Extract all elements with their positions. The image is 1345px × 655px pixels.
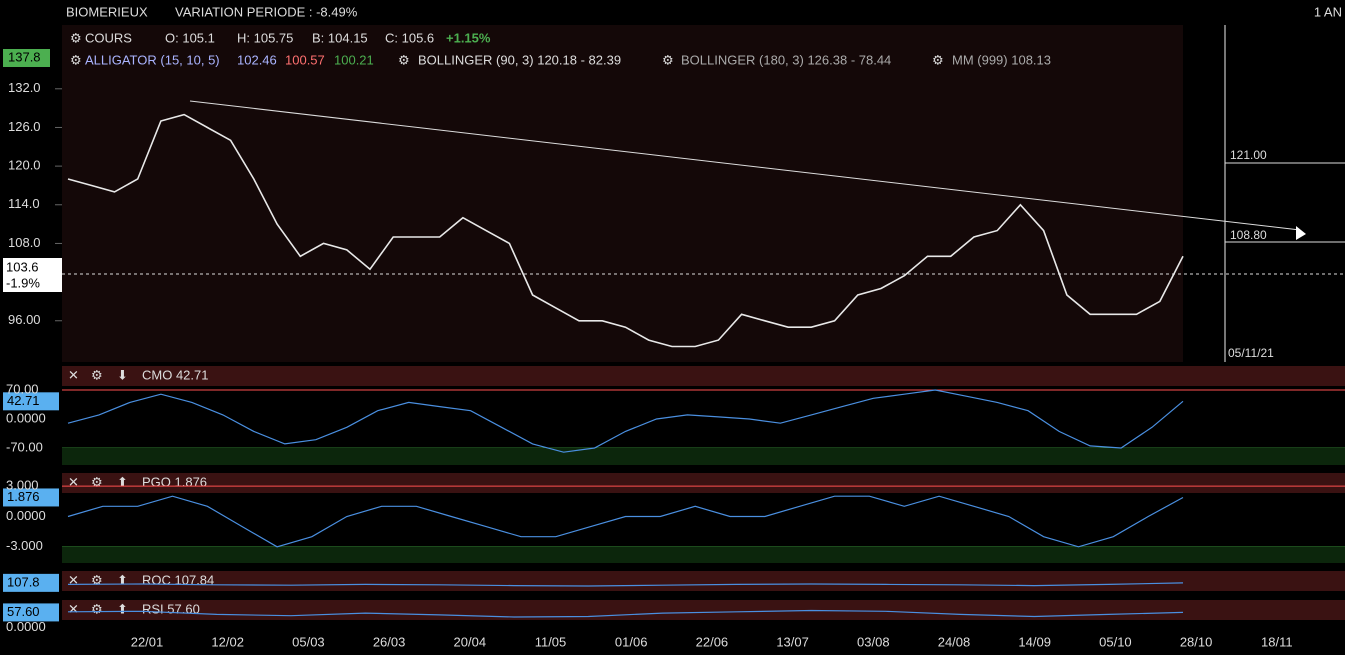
x-tick-label: 05/03 [292,634,325,649]
close-icon[interactable]: ✕ [68,367,79,382]
y-tick-label: 0.0000 [6,508,46,523]
trend-arrow [1296,226,1306,240]
gear[interactable]: ⚙ [398,52,410,67]
right-label: 108.80 [1230,228,1267,242]
settings-icon[interactable]: ⚙ [91,572,103,587]
low: B: 104.15 [312,30,368,45]
variation: VARIATION PERIODE : -8.49% [175,4,358,19]
y-tick-label: 70.00 [6,381,39,396]
trend-line [189,100,1301,231]
y-tick-label: -3.000 [6,538,43,553]
price-plot-bg [62,25,1183,362]
panel-header [62,473,1345,493]
x-tick-label: 14/09 [1018,634,1051,649]
lower-band [62,448,1345,465]
last-badge-text: 42.71 [7,393,40,408]
y-tick-label: -70.00 [6,439,43,454]
x-tick-label: 24/08 [938,634,971,649]
close-icon[interactable]: ✕ [68,474,79,489]
change: +1.15% [446,30,491,45]
right-date: 05/11/21 [1228,346,1274,360]
last-badge-text: 57.60 [7,604,40,619]
x-tick-label: 11/05 [535,634,567,649]
y-tick-label: 0.0000 [6,410,46,425]
high-badge [3,49,50,67]
y-tick-label: 96.00 [8,312,41,327]
cours: COURS [85,30,132,45]
panel-title: RSI 57.60 [142,601,200,616]
panel-header [62,571,1345,591]
panel-title: CMO 42.71 [142,367,208,382]
gear[interactable]: ⚙ [70,52,82,67]
y-tick-label: 108.0 [8,235,41,250]
gear[interactable]: ⚙ [932,52,944,67]
last-badge [3,603,59,622]
last-badge-text: 1.876 [7,489,40,504]
x-tick-label: 26/03 [373,634,406,649]
x-tick-label: 13/07 [776,634,809,649]
x-tick-label: 03/08 [857,634,890,649]
lower-band [62,546,1345,563]
alligator-red: 100.57 [285,52,325,67]
y-tick-label: 126.0 [8,119,41,134]
last-badge-text: 103.6 [6,259,39,274]
close-icon[interactable]: ✕ [68,572,79,587]
indicator-line [67,389,1184,453]
indicator-line [67,495,1184,548]
x-tick-label: 22/06 [696,634,729,649]
indicator-line [67,582,1184,587]
panel-title: PGO 1.876 [142,474,207,489]
x-tick-label: 05/10 [1099,634,1132,649]
y-tick-label: 0.0000 [6,619,46,634]
move-icon[interactable]: ⬇ [117,367,128,382]
settings-icon[interactable]: ⚙ [91,367,103,382]
gear[interactable]: ⚙ [70,30,82,45]
settings-icon[interactable]: ⚙ [91,601,103,616]
last-badge [3,573,59,592]
alligator-blue: 102.46 [237,52,277,67]
last-badge [3,258,62,292]
indicator-line [67,609,1184,618]
move-icon[interactable]: ⬆ [117,601,128,616]
move-icon[interactable]: ⬆ [117,474,128,489]
x-tick-label: 22/01 [131,634,164,649]
bollinger-1: BOLLINGER (90, 3) 120.18 - 82.39 [418,52,621,67]
y-tick-label: 132.0 [8,80,41,95]
last-badge [3,392,59,411]
last-badge-change: -1.9% [6,275,40,290]
open: O: 105.1 [165,30,215,45]
alligator-green: 100.21 [334,52,374,67]
y-tick-label: 120.0 [8,158,41,173]
mm: MM (999) 108.13 [952,52,1051,67]
right-label: 121.00 [1230,148,1267,162]
panel-header [62,600,1345,620]
gear[interactable]: ⚙ [662,52,674,67]
close-icon[interactable]: ✕ [68,601,79,616]
close: C: 105.6 [385,30,434,45]
price-line [67,113,1184,348]
x-tick-label: 01/06 [615,634,648,649]
x-tick-label: 28/10 [1180,634,1213,649]
bollinger-2: BOLLINGER (180, 3) 126.38 - 78.44 [681,52,891,67]
symbol: BIOMERIEUX [66,4,148,19]
high-badge-text: 137.8 [8,49,41,64]
x-tick-label: 18/11 [1261,634,1293,649]
period[interactable]: 1 AN [1314,4,1342,19]
move-icon[interactable]: ⬆ [117,572,128,587]
high: H: 105.75 [237,30,293,45]
last-badge-text: 107.8 [7,574,40,589]
x-tick-label: 12/02 [211,634,244,649]
alligator: ALLIGATOR (15, 10, 5) [85,52,220,67]
last-badge [3,488,59,507]
x-tick-label: 20/04 [454,634,487,649]
settings-icon[interactable]: ⚙ [91,474,103,489]
panel-header [62,366,1345,386]
y-tick-label: 3.000 [6,478,39,493]
y-tick-label: 114.0 [8,196,40,211]
